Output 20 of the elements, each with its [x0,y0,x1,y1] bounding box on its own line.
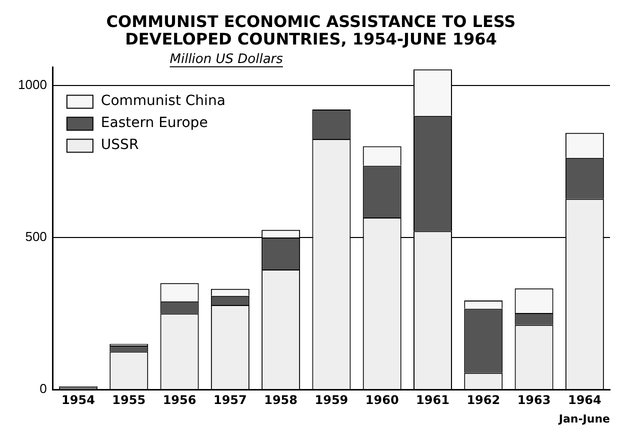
y-tick-label: 1000 [18,77,47,92]
y-tick-label: 0 [40,381,47,396]
x-tick-label: 1957 [213,392,247,407]
y-axis-title: Million US Dollars [170,52,284,68]
x-tick-label: 1962 [466,392,500,407]
text: Jan-June [558,412,610,426]
y-tick-label: 500 [25,229,47,244]
x-tick-label: 1961 [416,392,450,407]
x-tick-label: 1964 [568,392,602,407]
x-tick-label: 1959 [314,392,348,407]
chart-title: COMMUNIST ECONOMIC ASSISTANCE TO LESS DEVELOPED COUNTRIES, 1954-JUNE 1964 [106,12,516,49]
legend-label: Communist China [100,92,226,109]
x-tick-label: 1960 [365,392,399,407]
legend-label: USSR [100,136,139,153]
x-tick-label: 1958 [264,392,298,407]
x-tick-label: 1963 [517,392,551,407]
x-tick-label: 1954 [62,392,95,407]
x-tick-label: 1955 [112,392,146,407]
x-tick-label: 1956 [162,392,196,407]
legend-label: Eastern Europe [100,114,208,131]
